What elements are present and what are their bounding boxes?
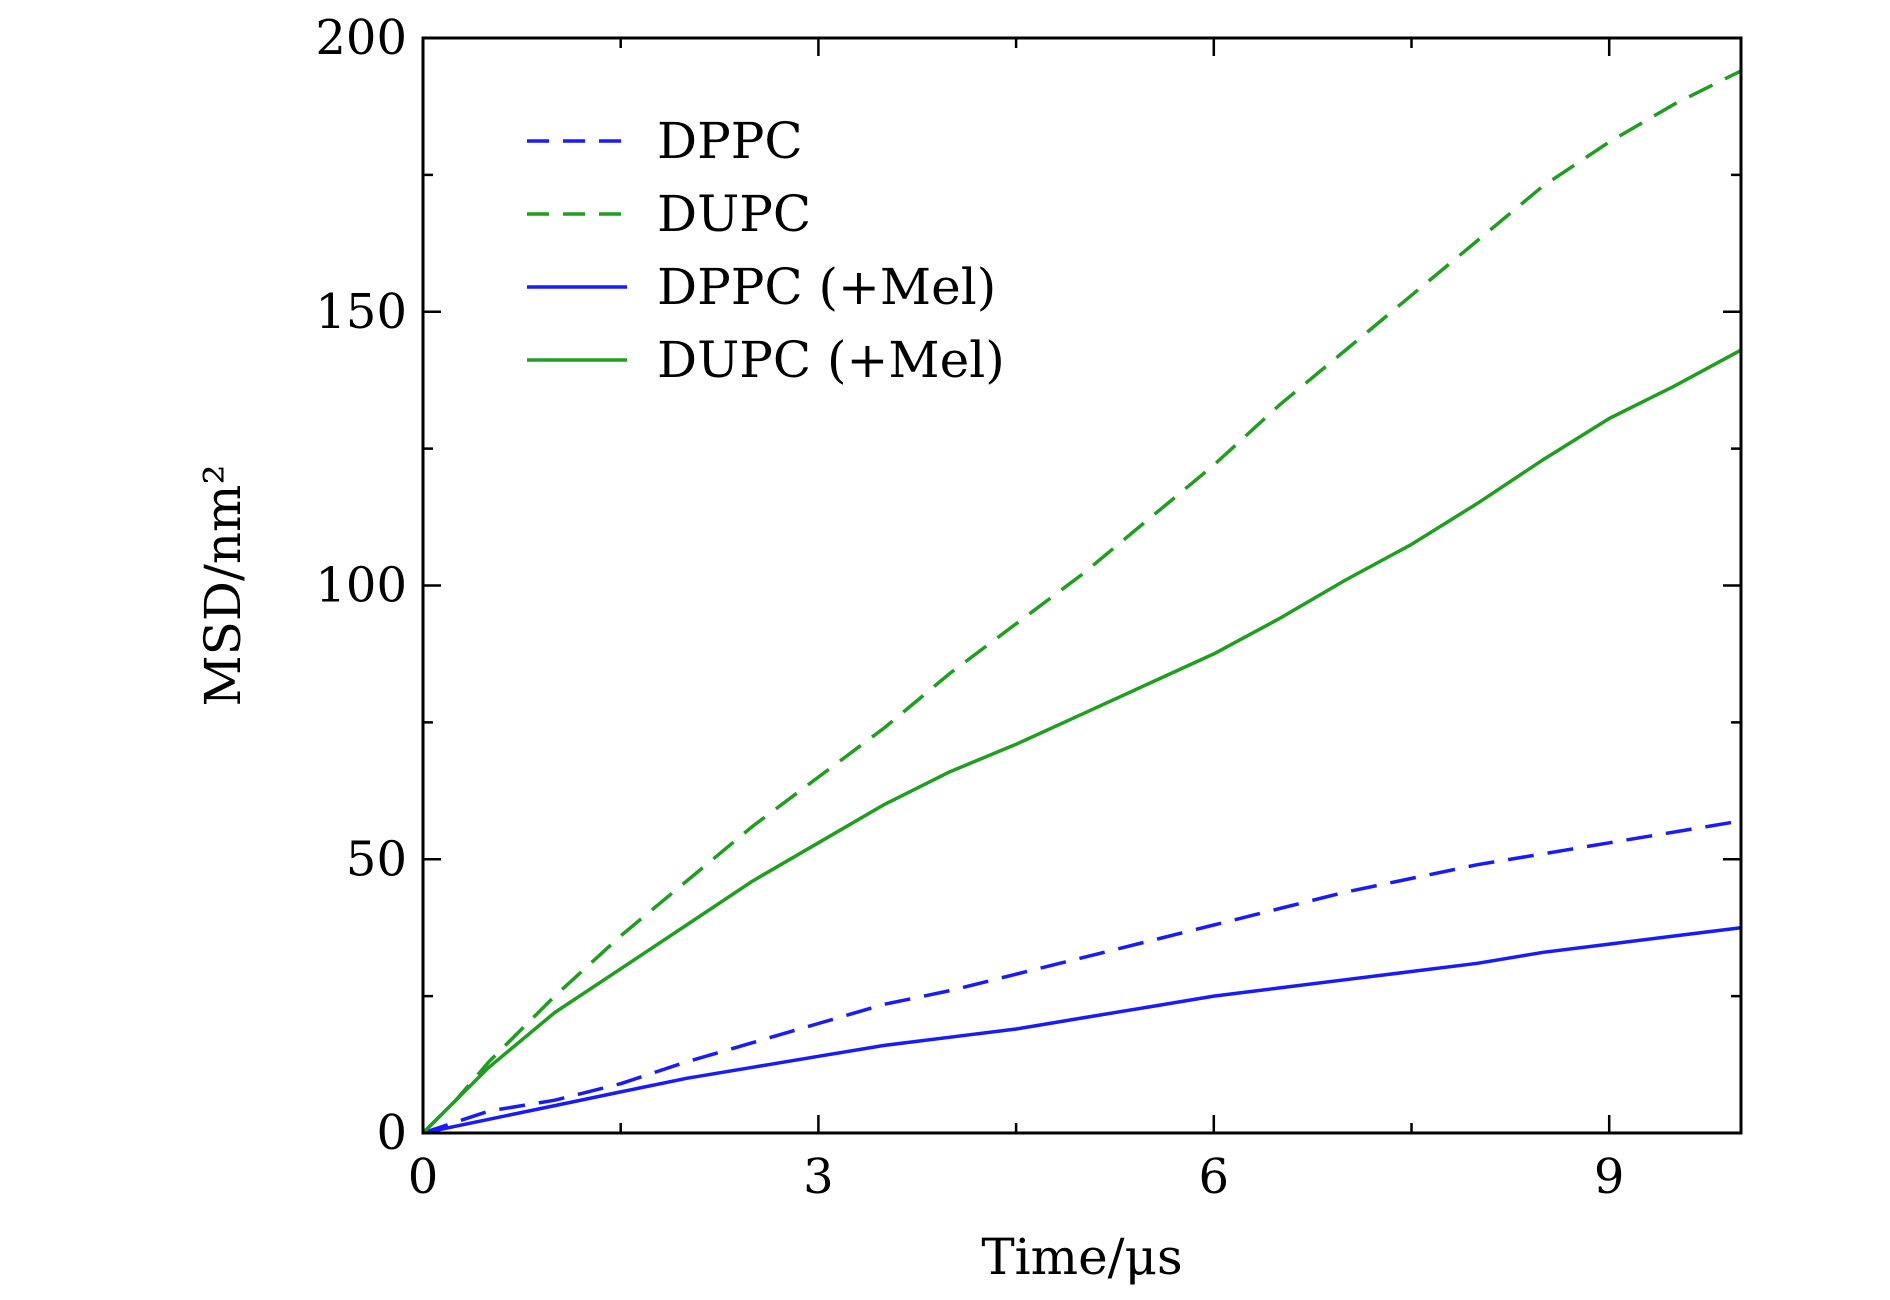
y-tick-label: 200 — [315, 10, 407, 66]
series-line-3 — [423, 925, 1741, 1133]
series-line-1 — [423, 819, 1741, 1133]
series-line-2 — [423, 69, 1741, 1133]
y-tick-label: 50 — [346, 831, 407, 887]
legend-label-4: DUPC (+Mel) — [657, 331, 1005, 389]
legend: DPPC DUPC DPPC (+Mel) DUPC (+Mel) — [527, 112, 1005, 389]
y-tick-label: 150 — [315, 284, 407, 340]
series-layer — [423, 69, 1741, 1133]
x-tick-label: 9 — [1594, 1149, 1625, 1205]
legend-label-2: DUPC — [657, 185, 811, 243]
x-tick-label: 0 — [408, 1149, 439, 1205]
legend-label-3: DPPC (+Mel) — [657, 258, 996, 316]
x-tick-label: 3 — [803, 1149, 834, 1205]
legend-label-1: DPPC — [657, 112, 803, 170]
x-axis-title: Time/μs — [981, 1228, 1182, 1286]
y-axis-title: MSD/nm² — [194, 464, 252, 706]
series-line-4 — [423, 348, 1741, 1133]
y-tick-label: 100 — [315, 558, 407, 614]
x-tick-label: 6 — [1199, 1149, 1230, 1205]
y-tick-label: 0 — [376, 1105, 407, 1161]
axes-layer: 0 3 6 9 0 50 100 150 200 — [315, 10, 1743, 1205]
